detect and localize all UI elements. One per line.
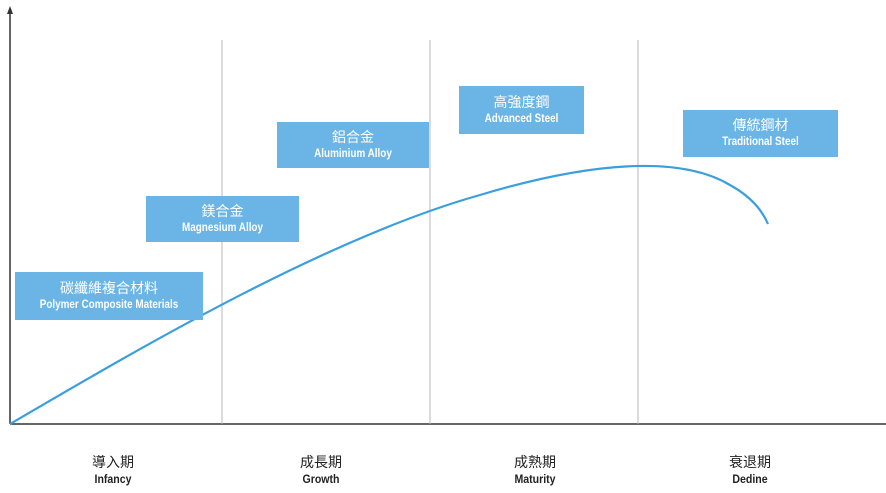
stage-en-label: Growth — [302, 472, 340, 486]
material-en-label: Magnesium Alloy — [182, 221, 263, 234]
stage-zh-label: 成長期 — [300, 455, 342, 471]
stage-zh-label: 成熟期 — [514, 455, 556, 471]
stage-label-growth: 成長期 Growth — [251, 455, 391, 487]
stage-label-maturity: 成熟期 Maturity — [465, 455, 605, 487]
material-zh-label: 鋁合金 — [332, 129, 374, 146]
stage-en-label: Infancy — [94, 472, 132, 486]
stage-en-label: Maturity — [514, 472, 556, 486]
material-en-label: Traditional Steel — [722, 136, 799, 148]
material-zh-label: 鎂合金 — [201, 203, 244, 220]
material-box-magnesium: 鎂合金 Magnesium Alloy — [146, 196, 299, 242]
stage-label-infancy: 導入期 Infancy — [43, 455, 183, 487]
stage-label-decline: 衰退期 Dedine — [680, 455, 820, 487]
y-axis-arrow-icon — [7, 6, 13, 14]
material-box-traditional-steel: 傳統鋼材 Traditional Steel — [683, 110, 838, 157]
lifecycle-curve — [9, 164, 770, 425]
stage-en-label: Dedine — [732, 472, 768, 486]
material-en-label: Aluminium Alloy — [314, 147, 392, 160]
material-zh-label: 傳統鋼材 — [732, 118, 789, 134]
stage-zh-label: 衰退期 — [729, 455, 771, 471]
material-box-aluminium: 鋁合金 Aluminium Alloy — [277, 122, 429, 168]
material-box-advanced-steel: 高強度鋼 Advanced Steel — [459, 86, 584, 134]
material-en-label: Advanced Steel — [484, 112, 559, 125]
material-zh-label: 碳纖維複合材料 — [60, 280, 158, 297]
material-en-label: Polymer Composite Materials — [39, 298, 179, 311]
stage-zh-label: 導入期 — [92, 455, 134, 471]
material-zh-label: 高強度鋼 — [493, 94, 550, 111]
material-box-composite: 碳纖維複合材料 Polymer Composite Materials — [15, 272, 203, 320]
